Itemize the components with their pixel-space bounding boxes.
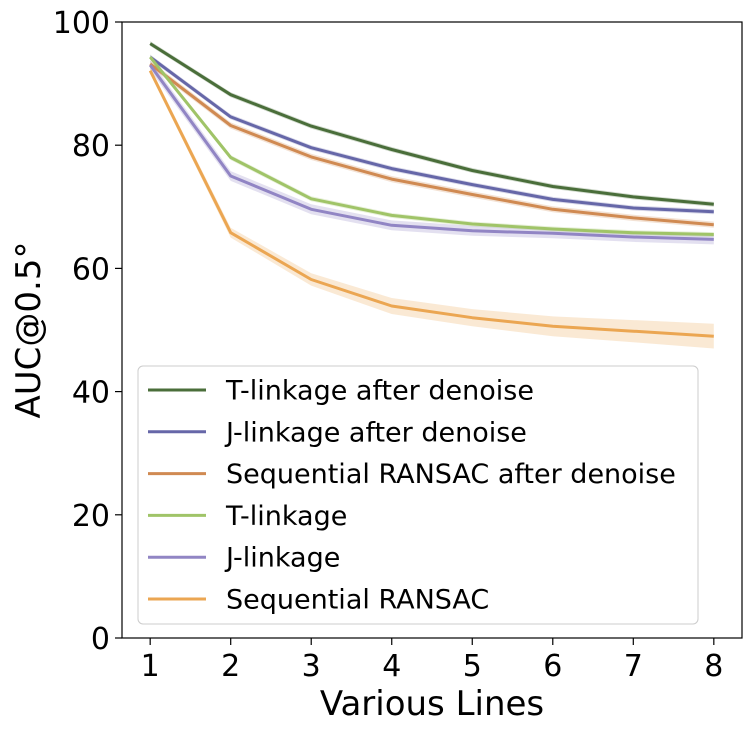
legend-box <box>137 365 699 625</box>
confidence-bands <box>150 41 714 349</box>
legend: T-linkage after denoise J-linkage after d… <box>137 365 699 625</box>
y-axis-title: AUC@0.5° <box>9 242 49 419</box>
x-tick-label: 7 <box>624 649 643 684</box>
series-lines <box>148 42 714 338</box>
x-tick-label: 6 <box>543 649 562 684</box>
y-tick-label: 80 <box>72 129 110 164</box>
x-tick-label: 3 <box>302 649 321 684</box>
series-line-3 <box>149 62 714 227</box>
series-band-5 <box>150 60 714 245</box>
series-line-4 <box>149 56 714 236</box>
plot-frame <box>121 21 743 639</box>
series-line-5 <box>148 64 714 241</box>
x-tick-label: 2 <box>221 649 240 684</box>
y-tick-label: 60 <box>72 252 110 287</box>
y-tick-label: 40 <box>72 376 110 411</box>
legend-label: T-linkage <box>225 501 347 532</box>
legend-label: J-linkage <box>224 543 340 574</box>
y-tick-label: 20 <box>72 499 110 534</box>
legend-label: Sequential RANSAC <box>226 585 489 616</box>
series-line-1 <box>149 42 714 206</box>
series-line-6 <box>148 70 714 338</box>
series-band-2 <box>150 54 714 215</box>
x-tick-label: 5 <box>463 649 482 684</box>
x-tick-label: 4 <box>382 649 401 684</box>
series-line-2 <box>149 55 714 214</box>
x-tick-label: 8 <box>704 649 723 684</box>
legend-label: Sequential RANSAC after denoise <box>226 459 676 490</box>
y-tick-label: 100 <box>53 6 110 41</box>
legend-label: J-linkage after denoise <box>224 417 527 448</box>
x-axis-title: Various Lines <box>320 684 544 724</box>
legend-label: T-linkage after denoise <box>225 376 534 407</box>
x-tick-label: 1 <box>141 649 160 684</box>
y-axis: 0 20 40 60 80 100 <box>53 6 122 657</box>
series-band-3 <box>150 60 714 228</box>
y-tick-label: 0 <box>91 622 110 657</box>
x-axis: 1 2 3 4 5 6 7 8 <box>141 638 723 684</box>
